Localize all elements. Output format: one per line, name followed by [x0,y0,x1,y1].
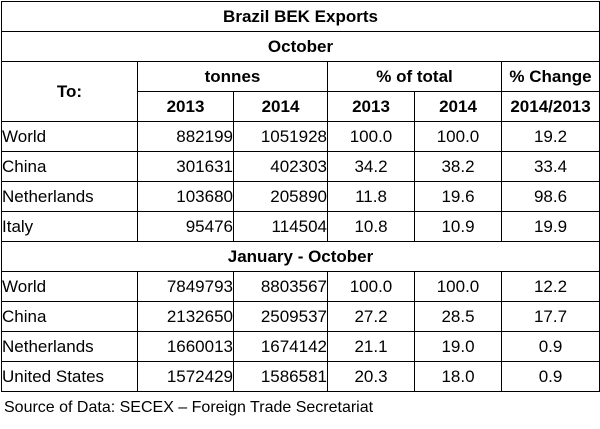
pct-2013-cell: 21.1 [327,331,415,362]
to-header: To: [1,61,138,122]
pct-change-cell: 19.9 [500,211,600,242]
pct-total-header: % of total [327,61,502,92]
section-label-january-october: January - October [0,241,600,272]
pct-2014-cell: 19.0 [414,331,502,362]
tonnes-2013-cell: 1572429 [137,361,234,392]
country-cell: World [1,271,138,302]
tonnes-2013-cell: 301631 [137,151,234,182]
pct-2014-cell: 19.6 [414,181,502,212]
tonnes-2014-cell: 402303 [233,151,328,182]
header-row-1: To: tonnes % of total % Change [1,61,600,122]
pct-change-cell: 19.2 [500,121,600,152]
pct-2013-cell: 20.3 [327,361,415,392]
title-row: Brazil BEK Exports [0,1,600,32]
country-cell: Italy [1,211,138,242]
pct-2013-cell: 34.2 [327,151,415,182]
source-note: Source of Data: SECEX – Foreign Trade Se… [4,399,374,416]
tonnes-2013-cell: 103680 [137,181,234,212]
pct-change-cell: 33.4 [500,151,600,182]
pct-2013-cell: 10.8 [327,211,415,242]
pct-change-header: % Change [500,61,600,92]
pct-change-cell: 17.7 [500,301,600,332]
pct-change-cell: 0.9 [500,331,600,362]
tonnes-2013-cell: 95476 [137,211,234,242]
country-cell: Netherlands [1,331,138,362]
tonnes-2014-cell: 205890 [233,181,328,212]
country-cell: World [1,121,138,152]
pct-2014-cell: 100.0 [414,271,502,302]
tonnes-2014-cell: 1586581 [233,361,328,392]
table-row: World 882199 1051928 100.0 100.0 19.2 [1,121,600,152]
tonnes-2013-header: 2013 [137,91,234,122]
pct-2013-cell: 11.8 [327,181,415,212]
pct-2014-cell: 28.5 [414,301,502,332]
pct-2014-cell: 100.0 [414,121,502,152]
tonnes-2013-cell: 7849793 [137,271,234,302]
section-row: January - October [0,241,600,272]
tonnes-2014-cell: 1051928 [233,121,328,152]
pct-2013-cell: 100.0 [327,271,415,302]
pct-2014-cell: 38.2 [414,151,502,182]
pct-2013-cell: 27.2 [327,301,415,332]
tonnes-2014-header: 2014 [233,91,328,122]
pct-2014-header: 2014 [414,91,502,122]
pct-change-cell: 98.6 [500,181,600,212]
table-row: World 7849793 8803567 100.0 100.0 12.2 [1,271,600,302]
section-label-october: October [0,31,600,62]
tonnes-2014-cell: 114504 [233,211,328,242]
country-cell: Netherlands [1,181,138,212]
pct-2014-cell: 10.9 [414,211,502,242]
table-row: Netherlands 103680 205890 11.8 19.6 98.6 [1,181,600,212]
table-row: China 301631 402303 34.2 38.2 33.4 [1,151,600,182]
header-row-2: 2013 2014 2013 2014 2014/2013 [2,91,600,122]
table-row: China 2132650 2509537 27.2 28.5 17.7 [1,301,600,332]
tonnes-2013-cell: 2132650 [137,301,234,332]
tonnes-2014-cell: 1674142 [233,331,328,362]
table-row: Italy 95476 114504 10.8 10.9 19.9 [1,211,600,242]
exports-table: Brazil BEK Exports October To: tonnes % … [0,1,600,392]
section-row: October [0,31,600,62]
table-row: United States 1572429 1586581 20.3 18.0 … [1,361,600,392]
pct-2014-cell: 18.0 [414,361,502,392]
pct-change-period-header: 2014/2013 [500,91,600,122]
table-row: Netherlands 1660013 1674142 21.1 19.0 0.… [1,331,600,362]
country-cell: United States [1,361,138,392]
country-cell: China [1,151,138,182]
tonnes-2014-cell: 8803567 [233,271,328,302]
country-cell: China [1,301,138,332]
pct-2013-header: 2013 [327,91,415,122]
tonnes-header: tonnes [137,61,328,92]
pct-change-cell: 0.9 [500,361,600,392]
pct-change-cell: 12.2 [500,271,600,302]
tonnes-2013-cell: 882199 [137,121,234,152]
tonnes-2014-cell: 2509537 [233,301,328,332]
pct-2013-cell: 100.0 [327,121,415,152]
tonnes-2013-cell: 1660013 [137,331,234,362]
table-title: Brazil BEK Exports [0,1,600,32]
